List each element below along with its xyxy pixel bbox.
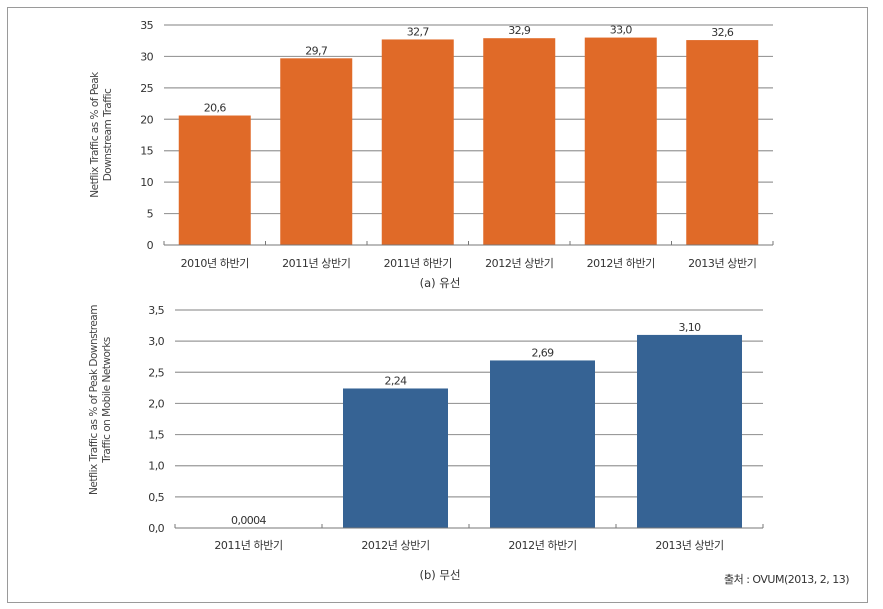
source-note: 출처 : OVUM(2013, 2, 13) xyxy=(724,573,849,586)
bar xyxy=(178,115,251,245)
bar xyxy=(686,40,759,246)
y-tick-label: 1,5 xyxy=(148,429,164,442)
figure-frame xyxy=(7,7,868,603)
bar-value-label: 20,6 xyxy=(204,102,227,115)
x-tick-label: 2012년 하반기 xyxy=(587,256,655,270)
y-axis-label-line: Traffic on Mobile Networks xyxy=(101,337,113,464)
x-tick-label: 2011년 하반기 xyxy=(384,256,452,270)
bar xyxy=(483,38,556,246)
bar-value-label: 0,0004 xyxy=(231,514,266,527)
y-tick-label: 5 xyxy=(147,208,154,221)
bar-value-label: 2,69 xyxy=(531,346,554,359)
y-tick-label: 25 xyxy=(140,82,153,95)
y-tick-label: 20 xyxy=(140,113,153,126)
y-axis-label: Netflix Traffic as % of PeakDownstream T… xyxy=(89,71,114,198)
y-tick-label: 15 xyxy=(140,145,153,158)
chart-wired: 0 5 10 15 20 25 30 35 20,6 2010년 하반기 29,7 2011년 상반기… xyxy=(89,19,774,290)
bar xyxy=(381,39,454,246)
x-tick-label: 2011년 하반기 xyxy=(214,538,282,552)
y-tick-label: 0 xyxy=(147,239,154,252)
y-axis-label-line: Netflix Traffic as % of Peak xyxy=(89,71,101,198)
bar-value-label: 3,10 xyxy=(678,321,701,334)
x-tick-label: 2011년 상반기 xyxy=(282,257,350,270)
x-tick-label: 2013년 상반기 xyxy=(655,539,723,552)
y-tick-label: 35 xyxy=(140,19,153,32)
bar-value-label: 32,7 xyxy=(407,25,430,38)
x-tick-label: 2012년 상반기 xyxy=(485,257,553,270)
y-tick-label: 10 xyxy=(140,176,153,189)
bar xyxy=(343,388,448,528)
y-tick-label: 3,5 xyxy=(148,304,164,317)
bar xyxy=(584,37,657,246)
bar-value-label: 32,6 xyxy=(711,26,734,39)
bar-value-label: 32,9 xyxy=(508,24,531,37)
x-tick-label: 2012년 하반기 xyxy=(508,538,576,552)
bar-value-label: 29,7 xyxy=(305,44,328,57)
y-tick-label: 2,5 xyxy=(148,366,164,379)
x-tick-label: 2012년 상반기 xyxy=(361,539,429,552)
bar xyxy=(280,58,353,245)
y-axis-label-line: Netflix Traffic as % of Peak Downstream xyxy=(88,305,100,495)
chart-wireless: 0,0 0,5 1,0 1,5 2,0 2,5 3,0 3,5 0,0004 2011년 하반기 2… xyxy=(88,304,764,582)
y-axis-label-line: Downstream Traffic xyxy=(102,88,114,181)
y-tick-label: 0,5 xyxy=(148,491,164,504)
y-tick-label: 1,0 xyxy=(148,460,164,473)
y-tick-label: 3,0 xyxy=(148,335,164,348)
chart-caption: (a) 유선 xyxy=(420,276,461,290)
y-tick-label: 0,0 xyxy=(148,522,164,535)
bar xyxy=(637,334,742,528)
bar-value-label: 2,24 xyxy=(384,374,407,387)
bar-value-label: 33,0 xyxy=(610,24,633,37)
y-tick-label: 30 xyxy=(140,50,153,63)
bar xyxy=(490,360,595,528)
x-tick-label: 2010년 하반기 xyxy=(181,256,249,270)
y-axis-label: Netflix Traffic as % of Peak DownstreamT… xyxy=(88,305,113,495)
chart-caption: (b) 무선 xyxy=(419,568,460,582)
y-tick-label: 2,0 xyxy=(148,397,164,410)
x-tick-label: 2013년 상반기 xyxy=(688,257,756,270)
